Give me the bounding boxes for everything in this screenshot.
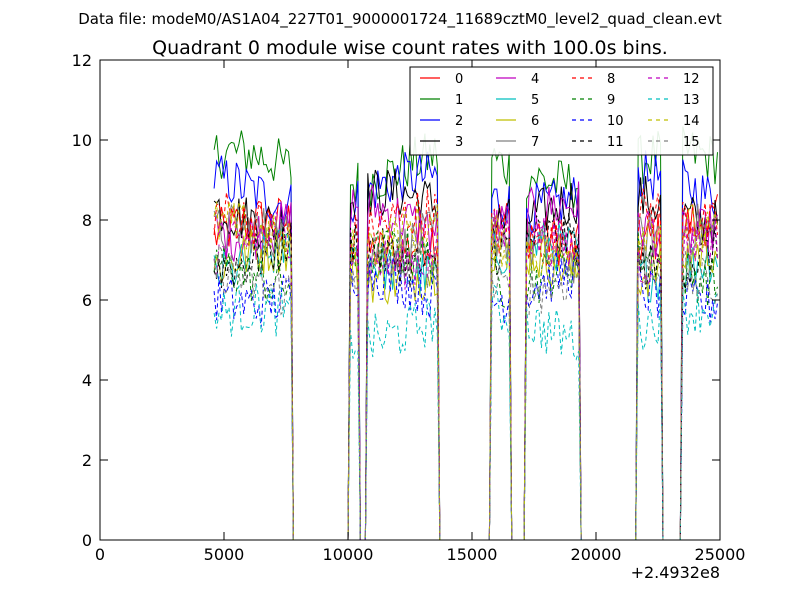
legend-label-9: 9 xyxy=(607,93,615,108)
legend-label-5: 5 xyxy=(531,93,539,108)
y-tick-label: 4 xyxy=(82,371,92,390)
x-tick-label: 0 xyxy=(95,545,105,564)
series-line-2 xyxy=(213,150,718,541)
legend-label-12: 12 xyxy=(683,72,700,87)
legend-label-7: 7 xyxy=(531,135,539,150)
legend-label-10: 10 xyxy=(607,114,624,129)
series-line-9 xyxy=(213,228,718,541)
y-tick-label: 8 xyxy=(82,211,92,230)
y-tick-label: 0 xyxy=(82,531,92,550)
plot-area xyxy=(213,126,718,541)
legend-label-14: 14 xyxy=(683,114,700,129)
y-tick-label: 6 xyxy=(82,291,92,310)
legend-label-0: 0 xyxy=(455,72,463,87)
legend-label-8: 8 xyxy=(607,72,615,87)
legend-label-3: 3 xyxy=(455,135,463,150)
y-tick-label: 12 xyxy=(72,51,92,70)
series-line-11 xyxy=(213,212,718,541)
legend-label-4: 4 xyxy=(531,72,539,87)
legend-label-6: 6 xyxy=(531,114,539,129)
legend-label-11: 11 xyxy=(607,135,624,150)
x-tick-label: 10000 xyxy=(323,545,374,564)
x-tick-label: 20000 xyxy=(571,545,622,564)
legend-box xyxy=(409,66,714,156)
chart-title: Quadrant 0 module wise count rates with … xyxy=(152,37,668,59)
series-line-6 xyxy=(213,227,718,541)
x-tick-label: 15000 xyxy=(447,545,498,564)
legend-label-2: 2 xyxy=(455,114,463,129)
legend-label-15: 15 xyxy=(683,135,700,150)
series-line-10 xyxy=(213,249,718,541)
legend-label-13: 13 xyxy=(683,93,700,108)
series-line-1 xyxy=(213,126,718,541)
series-line-13 xyxy=(213,283,718,541)
legend-label-1: 1 xyxy=(455,93,463,108)
y-tick-label: 2 xyxy=(82,451,92,470)
x-offset-label: +2.4932e8 xyxy=(631,563,720,582)
x-tick-label: 5000 xyxy=(204,545,245,564)
chart-suptitle: Data file: modeM0/AS1A04_227T01_90000017… xyxy=(78,10,722,29)
x-tick-label: 25000 xyxy=(695,545,746,564)
y-tick-label: 10 xyxy=(72,131,92,150)
